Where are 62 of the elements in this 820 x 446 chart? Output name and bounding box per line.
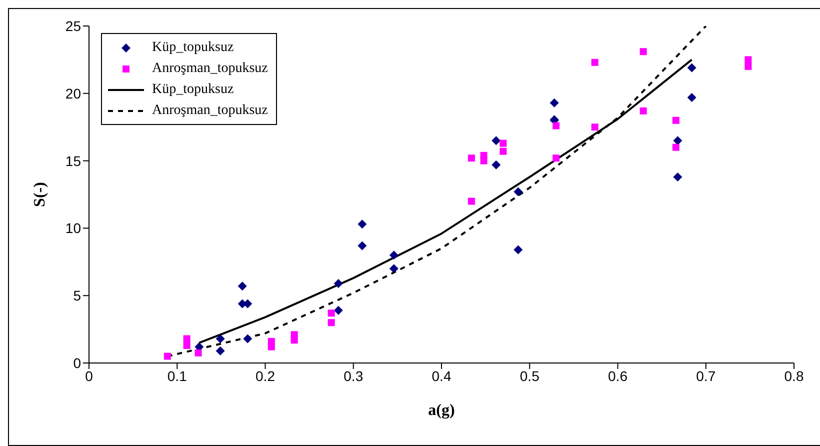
point: [744, 56, 752, 64]
point: [194, 349, 202, 356]
point: [687, 63, 696, 72]
point: [334, 278, 343, 288]
x-tick-label: 0.8: [784, 368, 804, 384]
point: [687, 92, 696, 102]
point: [492, 136, 501, 146]
point: [389, 264, 398, 274]
point: [328, 319, 335, 326]
point: [183, 342, 190, 349]
x-tick-label: 0.7: [696, 368, 716, 384]
point: [673, 172, 682, 182]
point: [500, 148, 507, 155]
x-tick-label: 0.5: [520, 368, 540, 384]
point: [550, 98, 559, 108]
point: [328, 310, 335, 317]
point: [389, 250, 398, 260]
point: [672, 116, 680, 124]
x-axis-title: a(g): [428, 402, 455, 419]
y-tick-label: 20: [65, 85, 82, 102]
legend-label: Küp_topuksuz: [152, 40, 234, 56]
x-tick-label: 0.4: [432, 368, 452, 384]
point: [514, 187, 523, 196]
legend-label: Küp_topuksuz: [152, 82, 234, 98]
point: [468, 198, 475, 205]
point: [480, 157, 488, 164]
point: [640, 107, 647, 114]
point: [243, 334, 252, 344]
x-tick-label: 0.1: [167, 368, 188, 384]
point: [290, 331, 298, 338]
point: [164, 352, 171, 360]
point: [552, 154, 560, 162]
point: [552, 122, 560, 130]
point: [514, 245, 523, 254]
point: [468, 154, 475, 162]
x-tick-label: 0.3: [344, 368, 364, 384]
y-axis-title: S(-): [32, 182, 49, 207]
point: [358, 241, 367, 250]
point: [268, 338, 275, 345]
point: [640, 48, 647, 56]
point: [238, 282, 247, 291]
point: [334, 306, 343, 315]
point: [358, 220, 367, 229]
point: [216, 334, 225, 344]
point: [492, 160, 501, 170]
x-tick-label: 0.2: [256, 368, 276, 384]
point: [500, 140, 507, 147]
y-tick-label: 25: [65, 18, 82, 34]
point: [183, 335, 190, 342]
legend-label: Anroşman_topuksuz: [152, 60, 268, 76]
y-tick-label: 5: [73, 288, 82, 304]
point: [591, 124, 598, 131]
x-tick-label: 0: [85, 368, 94, 384]
x-tick-label: 0.6: [608, 368, 628, 384]
point: [672, 144, 680, 151]
point: [216, 346, 225, 356]
y-tick-label: 0: [73, 354, 82, 371]
legend-label: Anroşman_topuksuz: [152, 102, 268, 118]
y-tick-label: 15: [65, 152, 82, 169]
point: [591, 58, 598, 66]
point: [744, 62, 752, 70]
y-tick-label: 10: [65, 220, 82, 236]
